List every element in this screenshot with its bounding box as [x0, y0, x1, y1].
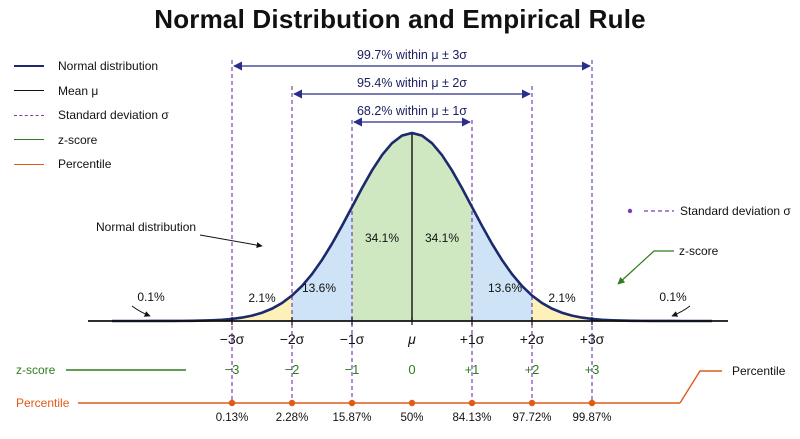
tail-pointer-left — [131, 305, 151, 317]
legend-label: Percentile — [58, 157, 112, 172]
callout-percentile: Percentile — [732, 364, 786, 378]
legend-swatch-sigma — [14, 114, 44, 116]
percentile-dot — [288, 399, 296, 407]
legend-item-standard-deviation: Standard deviation σ — [14, 103, 224, 128]
legend-item-mean: Mean μ — [14, 79, 224, 104]
region-label: 34.1% — [365, 231, 399, 245]
zscore-value: +1 — [465, 362, 480, 377]
region-label: 0.1% — [659, 290, 687, 304]
legend: Normal distribution Mean μ Standard devi… — [14, 54, 224, 177]
region-labels: 0.1% 2.1% 13.6% 34.1% 34.1% 13.6% 2.1% 0.1% — [131, 231, 691, 317]
percentile-value: 97.72% — [512, 412, 551, 424]
percentile-dot — [408, 399, 416, 407]
callout-zscore: z-score — [679, 244, 719, 258]
legend-item-normal-distribution: Normal distribution — [14, 54, 224, 79]
percentile-dot — [228, 399, 236, 407]
percentile-value: 50% — [400, 412, 423, 424]
score-rows: z-score −3 −2 −1 0 +1 +2 +3 Percentile 0.13% 2.28%… — [16, 362, 722, 424]
axis-group: −3σ −2σ −1σ μ +1σ +2σ +3σ — [88, 317, 728, 347]
axis-tick-label: +3σ — [580, 331, 605, 347]
zscore-value: +3 — [585, 362, 600, 377]
percentile-row-label: Percentile — [16, 396, 70, 410]
legend-label: Standard deviation σ — [58, 108, 169, 123]
axis-tick-label: −1σ — [340, 331, 365, 347]
axis-tick-label: +1σ — [460, 331, 485, 347]
zscore-value: −3 — [225, 362, 240, 377]
legend-swatch-percentile — [14, 163, 44, 165]
zscore-value: +2 — [525, 362, 540, 377]
legend-item-zscore: z-score — [14, 128, 224, 153]
span-arrows: 99.7% within μ ± 3σ 95.4% within μ ± 2σ 68… — [233, 48, 591, 127]
region-fill — [352, 133, 412, 321]
axis-tick-label: −2σ — [280, 331, 305, 347]
legend-swatch-zscore — [14, 139, 44, 141]
zscore-row-label: z-score — [16, 363, 56, 377]
axis-tick-label: μ — [407, 331, 416, 347]
axis-tick-label: +2σ — [520, 331, 545, 347]
region-label: 13.6% — [302, 281, 336, 295]
zscore-value: −1 — [345, 362, 360, 377]
percentile-value: 2.28% — [276, 412, 309, 424]
region-label: 2.1% — [248, 291, 276, 305]
percentile-value: 99.87% — [572, 412, 611, 424]
percentile-value: 15.87% — [332, 412, 371, 424]
span-label: 68.2% within μ ± 1σ — [357, 104, 467, 118]
legend-label: z-score — [58, 132, 98, 147]
legend-swatch-mean — [14, 90, 44, 92]
legend-label: Mean μ — [58, 83, 99, 98]
percentile-dot — [528, 399, 536, 407]
tail-pointer-right — [671, 305, 691, 317]
percentile-dot — [468, 399, 476, 407]
percentile-connector — [679, 370, 722, 404]
percentile-value: 0.13% — [216, 412, 249, 424]
region-label: 0.1% — [137, 290, 165, 304]
span-label: 99.7% within μ ± 3σ — [357, 48, 467, 62]
callout-arrow-zscore — [617, 250, 674, 285]
legend-item-percentile: Percentile — [14, 152, 224, 177]
zscore-value: 0 — [408, 362, 415, 377]
callout-normal-distribution: Normal distribution — [96, 220, 196, 234]
callout-arrow-normal-distribution — [199, 234, 263, 249]
axis-tick-label: −3σ — [220, 331, 245, 347]
region-fill — [412, 133, 472, 321]
region-label: 34.1% — [425, 231, 459, 245]
region-label: 13.6% — [488, 281, 522, 295]
sigma-lines — [231, 60, 593, 400]
region-fill — [232, 295, 292, 321]
region-label: 2.1% — [548, 291, 576, 305]
callout-standard-deviation: Standard deviation σ — [680, 204, 791, 218]
legend-swatch-curve — [14, 65, 44, 68]
percentile-dot — [348, 399, 356, 407]
callouts: Normal distribution Standard deviation σ z… — [96, 204, 791, 378]
zscore-value: −2 — [285, 362, 300, 377]
percentile-value: 84.13% — [452, 412, 491, 424]
region-fill — [532, 295, 592, 321]
callout-sigma-dot — [627, 208, 633, 214]
page-title: Normal Distribution and Empirical Rule — [154, 4, 646, 34]
span-label: 95.4% within μ ± 2σ — [357, 76, 467, 90]
legend-label: Normal distribution — [58, 59, 159, 74]
percentile-dot — [588, 399, 596, 407]
